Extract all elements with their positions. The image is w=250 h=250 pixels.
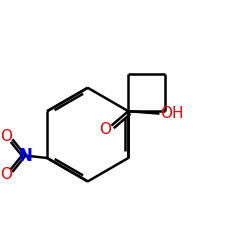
Text: OH: OH (160, 106, 184, 121)
Text: N: N (18, 146, 32, 164)
Text: O: O (0, 167, 12, 182)
Text: O: O (100, 122, 112, 138)
Text: O: O (0, 129, 12, 144)
